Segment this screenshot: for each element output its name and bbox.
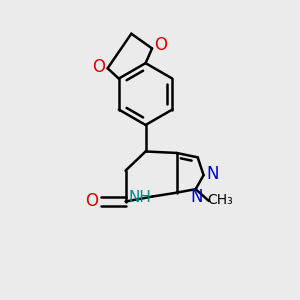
Text: N: N: [207, 165, 219, 183]
Text: CH₃: CH₃: [207, 193, 233, 207]
Text: O: O: [85, 192, 98, 210]
Text: O: O: [154, 37, 167, 55]
Text: O: O: [92, 58, 105, 76]
Text: N: N: [191, 188, 203, 206]
Text: NH: NH: [129, 190, 152, 206]
